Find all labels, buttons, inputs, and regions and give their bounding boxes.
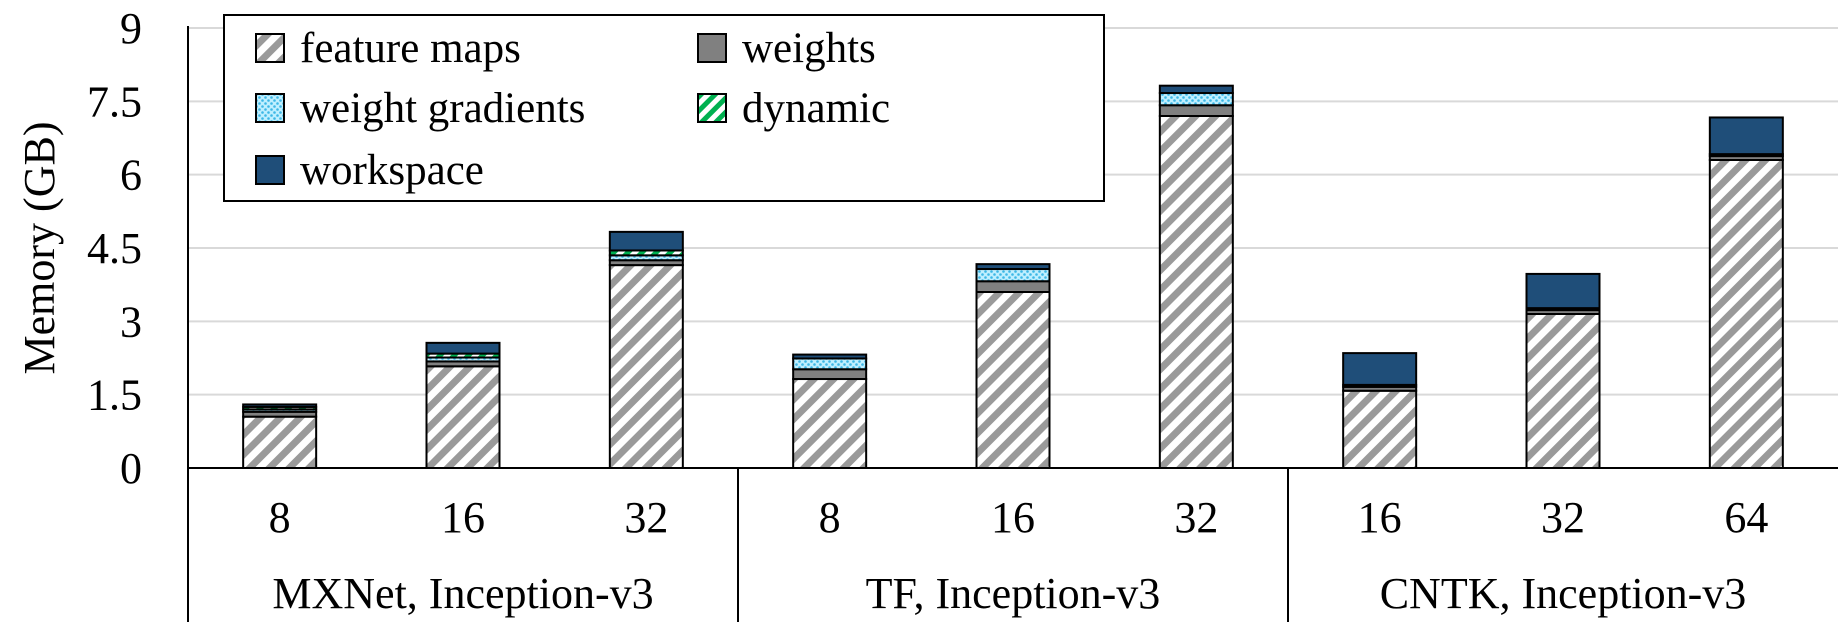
bar-segment-weights [975,280,1051,294]
bar-segment-feature-maps [792,378,868,469]
bar-segment-workspace [1342,352,1418,386]
legend-swatch [255,33,285,63]
x-category-label: 16 [441,493,485,542]
y-tick-label: 4.5 [87,224,142,273]
bar-segment-workspace [242,403,318,408]
x-category-label: 16 [1358,493,1402,542]
bar-segment-weight-gradients [1158,92,1234,107]
bar-segment-workspace [1158,84,1234,95]
bar-segment-feature-maps [425,365,501,469]
x-category-label: 32 [1174,493,1218,542]
y-tick-label: 9 [120,4,142,53]
legend-label: feature maps [300,25,521,72]
bar-segment-workspace [1708,116,1784,156]
x-category-label: 8 [269,493,291,542]
legend-swatch [697,33,727,63]
x-category-label: 32 [624,493,668,542]
y-tick-label: 6 [120,151,142,200]
x-group-label: CNTK, Inception-v3 [1380,569,1747,618]
axes [187,26,1838,622]
y-tick-label: 1.5 [87,371,142,420]
x-category-label: 64 [1724,493,1768,542]
y-tick-label: 7.5 [87,77,142,126]
bar-segment-feature-maps [975,291,1051,469]
x-group-label: MXNet, Inception-v3 [272,569,653,618]
legend-label: dynamic [742,85,890,132]
bar-segment-feature-maps [1342,389,1418,469]
x-category-label: 16 [991,493,1035,542]
bar-segment-workspace [608,230,684,252]
y-tick-label: 3 [120,297,142,346]
labels: 0 1.5 3 4.5 6 7.5 9 Memory (GB) 8 16 32 MXNet, Ince… [15,4,1768,618]
legend: feature maps weights weight gradients dynam… [223,14,1105,202]
legend-box [223,14,1105,202]
y-axis-title: Memory (GB) [15,122,64,375]
legend-label: weights [742,25,876,72]
bar-segment-workspace [792,353,868,360]
bar-segment-weights [1158,104,1234,118]
bar-segment-feature-maps [1708,159,1784,469]
bar-segment-workspace [1525,272,1601,310]
bar-segment-feature-maps [242,415,318,469]
legend-label: workspace [300,147,484,194]
bar-segment-weight-gradients [792,357,868,371]
legend-swatch [255,155,285,185]
bars [242,84,1784,469]
bar-segment-weights [792,368,868,381]
bar-segment-feature-maps [1525,313,1601,469]
x-category-label: 8 [819,493,841,542]
legend-swatch [697,93,727,123]
x-category-label: 32 [1541,493,1585,542]
legend-label: weight gradients [300,85,585,132]
y-tick-label: 0 [120,444,142,493]
bar-segment-weight-gradients [975,268,1051,283]
bar-segment-workspace [975,263,1051,271]
legend-swatch [255,93,285,123]
bar-segment-feature-maps [1158,115,1234,469]
x-group-label: TF, Inception-v3 [866,569,1161,618]
bar-segment-feature-maps [608,264,684,469]
bar-segment-workspace [425,341,501,355]
